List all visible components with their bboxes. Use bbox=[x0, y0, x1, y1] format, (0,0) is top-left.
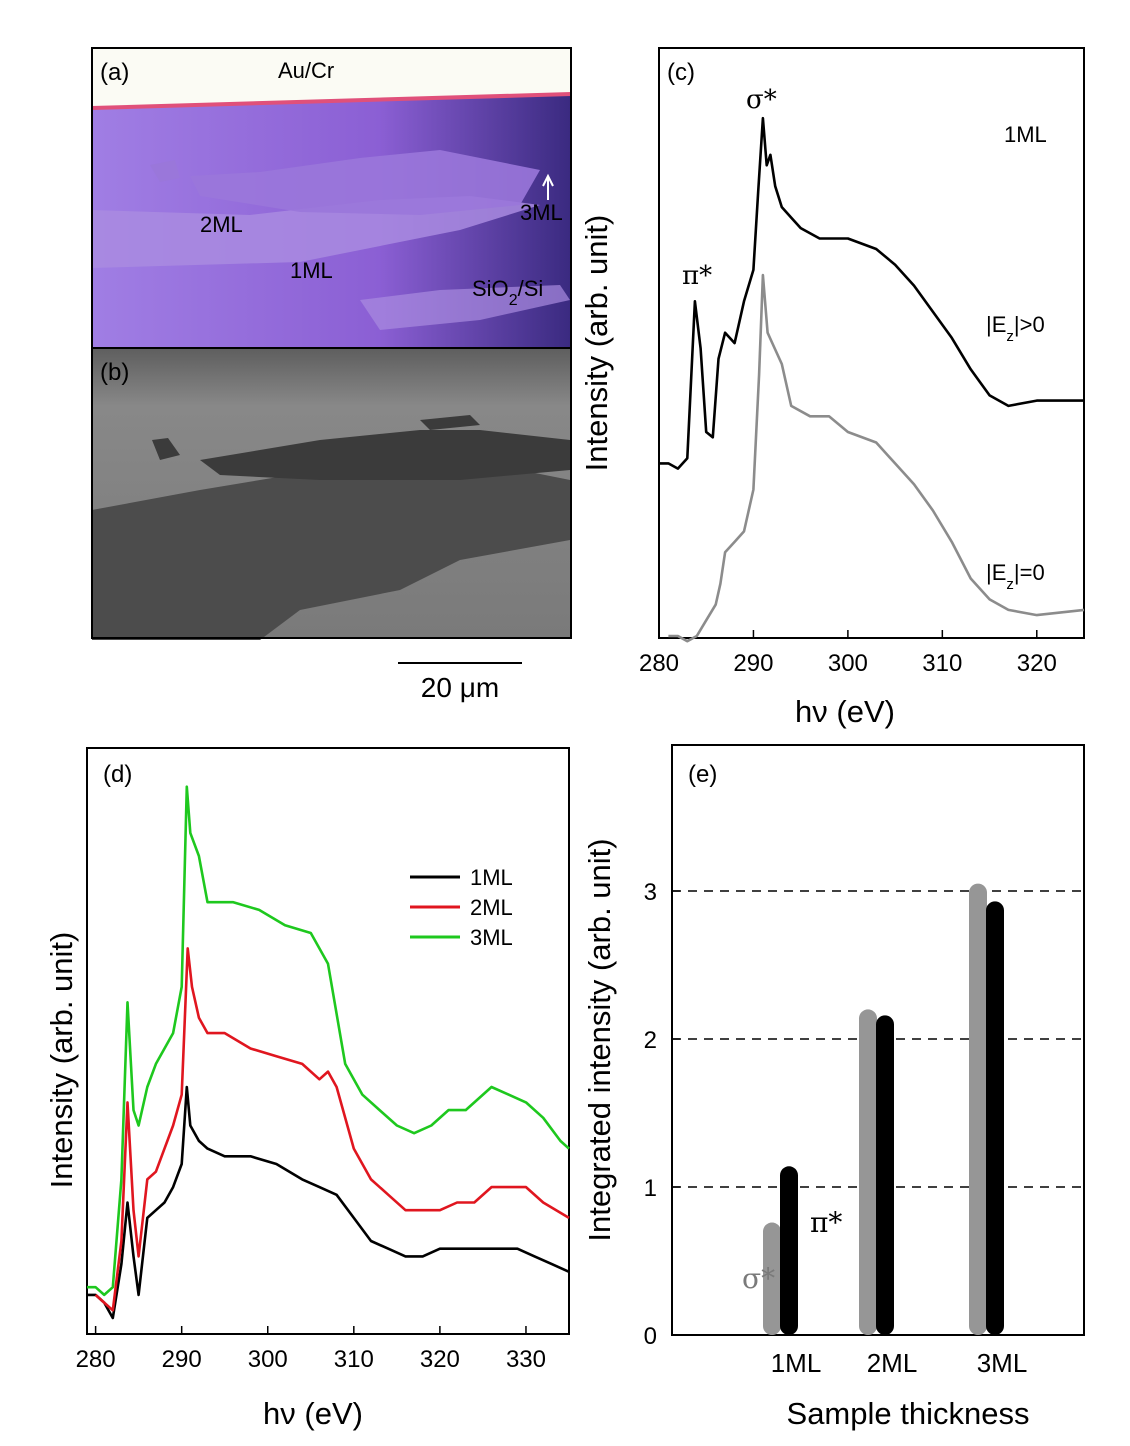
seem-flake-small bbox=[420, 415, 480, 430]
annotation-sigma-bar: σ* bbox=[742, 1262, 775, 1295]
panel-d-ylabel: Intensity (arb. unit) bbox=[44, 932, 79, 1189]
flake-lower bbox=[360, 285, 570, 330]
panel-e-xlabel: Sample thickness bbox=[787, 1396, 1030, 1431]
panel-c-frame bbox=[658, 47, 1085, 639]
panel-c-xtick-label-280: 280 bbox=[639, 650, 679, 677]
label-3ml: 3ML bbox=[520, 200, 563, 225]
bar-1ML-sigma bbox=[763, 1222, 781, 1335]
electrode-edge bbox=[91, 92, 572, 110]
panel-d-xtick-label-280: 280 bbox=[76, 1346, 116, 1373]
panel-d-series-3 bbox=[87, 785, 570, 1297]
panel-e-reference-lines bbox=[672, 890, 1084, 1188]
annotation-pi-bar: π* bbox=[810, 1206, 842, 1239]
panel-d-series bbox=[87, 785, 570, 1320]
panel-e-label: (e) bbox=[688, 761, 717, 788]
ytick-label-1: 1 bbox=[644, 1175, 657, 1202]
panel-a-label: (a) bbox=[100, 59, 129, 86]
panel-c-xlabel: hν (eV) bbox=[795, 694, 895, 729]
bar-3ML-pi bbox=[986, 901, 1004, 1335]
annotation-sigma-star: σ* bbox=[746, 85, 777, 115]
panel-c: 280 290 300 310 320 (c) σ* π* 1ML |Ez|>0 |Ez… bbox=[579, 47, 1085, 729]
panel-c-ticks: 280 290 300 310 320 bbox=[639, 630, 1057, 677]
panel-d-xtick-label-310: 310 bbox=[334, 1346, 374, 1373]
panel-d-xtick-label-290: 290 bbox=[162, 1346, 202, 1373]
panel-c-ylabel: Intensity (arb. unit) bbox=[579, 215, 614, 472]
panel-d: 280 290 300 310 320 330 (d) 1ML 2ML 3ML Inten… bbox=[44, 747, 570, 1431]
seem-flake-2ml bbox=[200, 430, 570, 480]
panel-d-frame bbox=[86, 747, 570, 1335]
seem-flake-dot bbox=[152, 438, 180, 460]
panel-c-series-1 bbox=[659, 116, 1084, 470]
legend-label-3ml: 3ML bbox=[470, 925, 513, 950]
panel-e: 1ML 2ML 3ML 0 1 2 3 (e) σ* π* Integrated inten… bbox=[582, 744, 1085, 1431]
panel-d-series-1 bbox=[87, 1085, 570, 1320]
annotation-pi-star: π* bbox=[682, 261, 712, 291]
ytick-label-3: 3 bbox=[644, 879, 657, 906]
panel-e-bars bbox=[763, 883, 1004, 1335]
bar-3ML-sigma bbox=[969, 883, 987, 1335]
panel-d-xtick-label-330: 330 bbox=[506, 1346, 546, 1373]
panel-d-ticks: 280 290 300 310 320 330 bbox=[76, 1326, 546, 1373]
category-label-3ML: 3ML bbox=[977, 1348, 1028, 1378]
legend-label-2ml: 2ML bbox=[470, 895, 513, 920]
panel-c-series bbox=[659, 116, 1085, 643]
bar-1ML-pi bbox=[780, 1166, 798, 1335]
arrow-3ml-icon bbox=[542, 173, 554, 200]
panel-c-xtick-label-290: 290 bbox=[733, 650, 773, 677]
bar-2ML-pi bbox=[876, 1015, 894, 1335]
legend-ez-zero: |Ez|=0 bbox=[986, 560, 1045, 593]
panel-b-frame bbox=[91, 347, 572, 639]
panel-d-legend: 1ML 2ML 3ML bbox=[410, 865, 513, 950]
ytick-label-0: 0 bbox=[644, 1323, 657, 1350]
panel-d-label: (d) bbox=[103, 761, 132, 788]
au-cr-label: Au/Cr bbox=[278, 58, 334, 83]
scalebar-label: 20 μm bbox=[421, 672, 499, 703]
legend-label-1ml: 1ML bbox=[470, 865, 513, 890]
annotation-1ml: 1ML bbox=[1004, 122, 1047, 147]
panel-d-xtick-label-320: 320 bbox=[420, 1346, 460, 1373]
panel-c-label: (c) bbox=[667, 59, 695, 86]
seem-flake-1ml bbox=[92, 460, 570, 640]
label-1ml: 1ML bbox=[290, 258, 333, 283]
panel-d-xlabel: hν (eV) bbox=[263, 1396, 363, 1431]
panel-c-xtick-label-310: 310 bbox=[922, 650, 962, 677]
panel-c-xtick-label-300: 300 bbox=[828, 650, 868, 677]
panel-c-xtick-label-320: 320 bbox=[1017, 650, 1057, 677]
electrode-region bbox=[92, 48, 571, 108]
ytick-label-2: 2 bbox=[644, 1027, 657, 1054]
flake-2ml bbox=[190, 150, 540, 215]
category-label-1ML: 1ML bbox=[771, 1348, 822, 1378]
panel-c-series-2 bbox=[668, 273, 1085, 643]
flake-small bbox=[150, 160, 180, 182]
panel-b: (b) 20 μm bbox=[91, 347, 572, 703]
panel-d-series-2 bbox=[94, 947, 570, 1312]
legend-ez-positive: |Ez|>0 bbox=[986, 312, 1045, 345]
panel-d-xtick-label-300: 300 bbox=[248, 1346, 288, 1373]
panel-a: (a) Au/Cr 2ML 1ML 3ML SiO2/Si bbox=[91, 47, 572, 349]
bar-2ML-sigma bbox=[859, 1009, 877, 1335]
panel-e-ylabel: Integrated intensity (arb. unit) bbox=[582, 838, 617, 1241]
panel-b-label: (b) bbox=[100, 359, 129, 386]
label-2ml: 2ML bbox=[200, 212, 243, 237]
panel-e-ticks: 1ML 2ML 3ML 0 1 2 3 bbox=[644, 879, 1028, 1378]
category-label-2ML: 2ML bbox=[867, 1348, 918, 1378]
panel-e-frame bbox=[671, 744, 1085, 1336]
